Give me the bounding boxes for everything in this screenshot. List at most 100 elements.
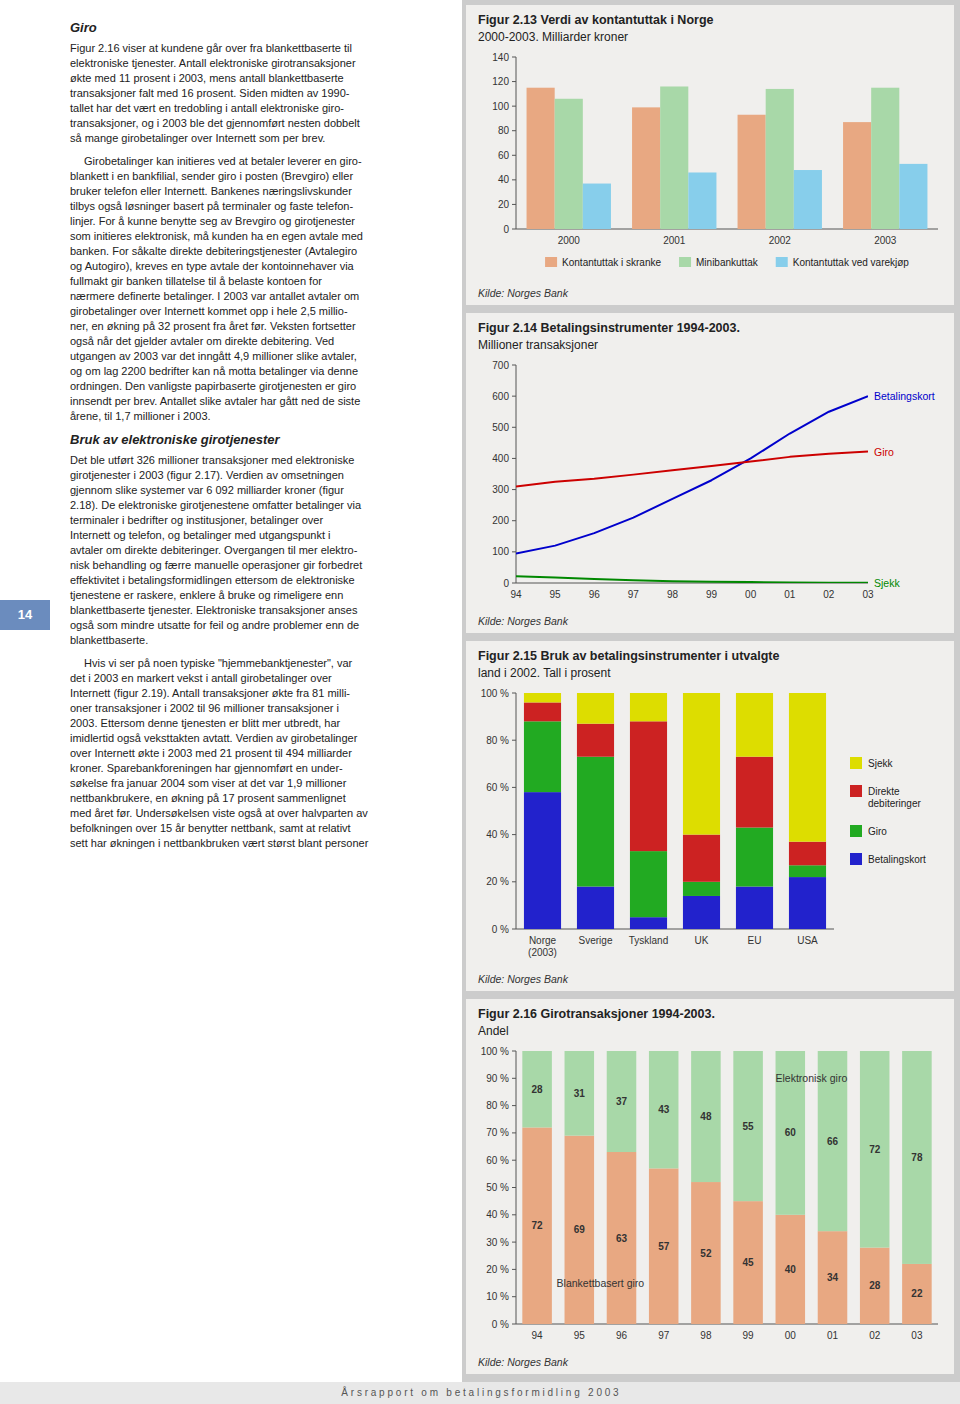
- y-tick-label: 20 %: [486, 876, 509, 887]
- legend-label: Direktedebiteringer: [868, 786, 921, 809]
- page-number: 14: [0, 600, 50, 630]
- series-label: Giro: [874, 446, 894, 458]
- bar: [789, 693, 826, 842]
- legend-entry: Betalingskort: [850, 853, 926, 865]
- subtitle: Andel: [478, 1024, 509, 1038]
- bar: [688, 172, 716, 229]
- bar: [607, 1152, 637, 1324]
- y-tick: [512, 1160, 516, 1161]
- y-tick: [512, 1105, 516, 1106]
- legend-swatch: [850, 853, 862, 865]
- y-tick-label: 60: [498, 150, 510, 161]
- bar: [691, 1051, 721, 1182]
- x-tick-label: 99: [706, 589, 718, 600]
- bar: [522, 1127, 552, 1324]
- bar: [860, 1248, 890, 1324]
- legend-entry: Kontantuttak i skranke: [545, 257, 661, 268]
- x-tick-label: 96: [616, 1330, 628, 1341]
- bar: [583, 184, 611, 229]
- x-tick-label: 97: [628, 589, 640, 600]
- x-tick-label: 95: [550, 589, 562, 600]
- x-tick-label: 2002: [769, 235, 792, 246]
- bar: [683, 896, 720, 929]
- axes: 0100200300400500600700949596979899000102…: [492, 360, 874, 601]
- bar: [736, 693, 773, 757]
- source: Kilde: Norges Bank: [478, 615, 569, 627]
- bar: [527, 88, 555, 229]
- y-tick-label: 60 %: [486, 782, 509, 793]
- y-tick-label: 40 %: [486, 1209, 509, 1220]
- paragraph: Girobetalinger kan initieres ved at beta…: [70, 154, 455, 424]
- chart-panel: Figur 2.15 Bruk av betalingsinstrumenter…: [466, 641, 954, 991]
- paragraph: Det ble utført 326 millioner transaksjon…: [70, 453, 455, 648]
- y-tick: [512, 458, 516, 459]
- bar: [522, 1051, 552, 1127]
- y-tick-label: 80 %: [486, 1100, 509, 1111]
- bar: [902, 1051, 932, 1264]
- y-tick-label: 300: [492, 484, 509, 495]
- legend-entry: Direktedebiteringer: [850, 785, 921, 809]
- x-tick-label: 95: [574, 1330, 586, 1341]
- y-tick: [512, 1051, 516, 1052]
- y-tick: [512, 881, 516, 882]
- legend-label: Kontantuttak ved varekjøp: [793, 257, 910, 268]
- data-label: 34: [827, 1272, 839, 1283]
- x-tick-label: 98: [667, 589, 679, 600]
- y-tick-label: 50 %: [486, 1182, 509, 1193]
- bar: [524, 792, 561, 929]
- data-label: 55: [743, 1121, 755, 1132]
- legend-label: Betalingskort: [868, 854, 926, 865]
- paragraph: Hvis vi ser på noen typiske "hjemmebankt…: [70, 656, 455, 851]
- y-tick: [512, 489, 516, 490]
- bar: [843, 122, 871, 229]
- bar: [565, 1051, 595, 1136]
- x-tick-label: 94: [532, 1330, 544, 1341]
- title: Figur 2.13 Verdi av kontantuttak i Norge: [478, 13, 714, 27]
- x-tick-label: 2000: [558, 235, 581, 246]
- y-tick: [512, 693, 516, 694]
- bar: [524, 693, 561, 702]
- y-tick-label: 100: [492, 546, 509, 557]
- x-axis: [516, 929, 834, 930]
- bar: [789, 865, 826, 877]
- bar: [736, 828, 773, 887]
- y-axis: [516, 57, 517, 229]
- source: Kilde: Norges Bank: [478, 287, 569, 299]
- legend-swatch: [679, 257, 691, 267]
- y-tick: [512, 1214, 516, 1215]
- y-tick: [512, 520, 516, 521]
- legend-swatch: [850, 757, 862, 769]
- y-tick: [512, 1132, 516, 1133]
- bar: [733, 1201, 763, 1324]
- text-column: GiroFigur 2.16 viser at kundene går over…: [70, 14, 455, 859]
- data-label: 45: [743, 1257, 755, 1268]
- x-tick-label: 00: [745, 589, 757, 600]
- footer: Å r s r a p p o r t o m b e t a l i n g …: [0, 1382, 960, 1404]
- x-tick-label: 2001: [663, 235, 686, 246]
- plot-area: [527, 86, 928, 229]
- x-tick-label: UK: [695, 935, 709, 946]
- y-tick: [512, 155, 516, 156]
- series-label: Blankettbasert giro: [557, 1277, 645, 1289]
- y-tick-label: 400: [492, 453, 509, 464]
- legend-swatch: [850, 825, 862, 837]
- y-tick: [512, 583, 516, 584]
- title: Figur 2.15 Bruk av betalingsinstrumenter…: [478, 649, 780, 663]
- y-tick: [512, 1269, 516, 1270]
- bar: [524, 702, 561, 721]
- bar: [630, 851, 667, 917]
- y-tick: [512, 787, 516, 788]
- data-label: 52: [700, 1248, 712, 1259]
- y-tick: [512, 179, 516, 180]
- x-tick-label: 97: [658, 1330, 670, 1341]
- data-label: 40: [785, 1264, 797, 1275]
- bar: [899, 164, 927, 229]
- y-tick-label: 90 %: [486, 1073, 509, 1084]
- bar: [683, 882, 720, 896]
- x-tick-label: Sverige: [579, 935, 613, 946]
- y-tick-label: 10 %: [486, 1291, 509, 1302]
- y-tick-label: 140: [492, 52, 509, 63]
- y-tick: [512, 740, 516, 741]
- legend-entry: Giro: [850, 825, 887, 837]
- chart-panel: Figur 2.16 Girotransaksjoner 1994-2003.A…: [466, 999, 954, 1374]
